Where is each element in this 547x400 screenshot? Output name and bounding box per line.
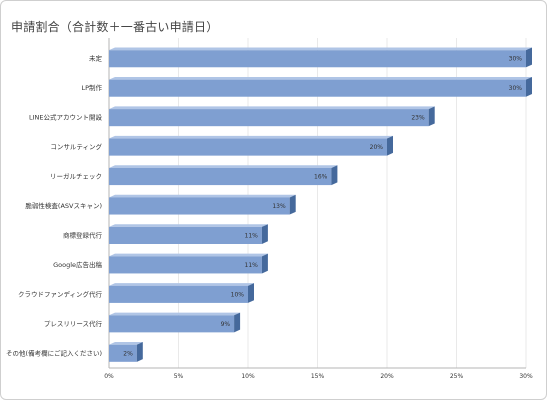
category-label: 商標登録代行 (63, 230, 103, 239)
bar (109, 194, 296, 215)
bars (109, 47, 532, 362)
category-label: Google広告出稿 (53, 260, 102, 269)
bar-front-face (109, 344, 137, 362)
bar-side-face (526, 47, 532, 68)
bar (109, 106, 435, 127)
bar-side-face (261, 253, 268, 274)
data-label: 11% (245, 232, 259, 239)
x-tick-label: 20% (380, 373, 394, 380)
category-label: 未定 (89, 54, 103, 63)
bar-front-face (109, 285, 248, 303)
category-label: コンサルティング (50, 142, 102, 151)
labels: 0% 5% 10% 15% 20% 25% 30% 30% 未定 30% LP制作 23% LINE公式… (6, 54, 533, 380)
bar-top-face (109, 224, 268, 227)
bar-top-face (109, 194, 296, 198)
x-tick-label: 0% (104, 373, 114, 380)
bar-top-face (109, 312, 241, 316)
category-label: クラウドファンディング代行 (18, 289, 103, 298)
bar-front-face (109, 197, 290, 215)
bar-front-face (109, 138, 387, 156)
bar-side-face (387, 135, 393, 156)
data-label: 30% (509, 85, 523, 92)
bar-top-face (109, 106, 435, 110)
bar-side-face (136, 342, 143, 362)
bar-front-face (109, 315, 235, 333)
category-label: その他(備考欄にご記入ください) (6, 348, 102, 357)
bar (109, 342, 143, 362)
category-label: 脆弱性検査(ASVスキャン) (25, 201, 102, 210)
bar-side-face (234, 312, 241, 333)
bar-front-face (109, 226, 262, 244)
bar-top-face (109, 283, 254, 286)
chart-title: 申請割合（合計数＋一番古い申請日） (11, 20, 219, 34)
data-label: 9% (221, 321, 231, 328)
category-label: LINE公式アカウント開設 (29, 113, 103, 122)
bar (109, 312, 241, 333)
bar (109, 253, 268, 274)
bar-front-face (109, 109, 429, 127)
bar (109, 283, 254, 303)
x-tick-label: 25% (450, 373, 464, 380)
data-label: 11% (245, 262, 259, 269)
data-label: 20% (370, 144, 384, 151)
bar-top-face (109, 253, 268, 257)
data-label: 13% (272, 203, 286, 210)
data-label: 30% (509, 56, 523, 63)
bar-top-face (109, 47, 532, 51)
bar (109, 47, 532, 68)
bar-side-face (428, 106, 435, 127)
x-tick-label: 30% (519, 373, 533, 380)
bar-side-face (331, 165, 338, 186)
data-label: 16% (314, 174, 328, 181)
bar-top-face (109, 135, 393, 139)
bar (109, 135, 393, 156)
bar (109, 165, 338, 186)
category-label: プレスリリース代行 (44, 319, 103, 328)
bar-side-face (289, 194, 296, 215)
bar-front-face (109, 79, 526, 97)
bar-side-face (261, 224, 268, 244)
data-label: 23% (411, 115, 425, 122)
bar-front-face (109, 50, 526, 68)
bar-top-face (109, 165, 338, 169)
data-label: 2% (123, 350, 133, 357)
category-label: LP制作 (81, 83, 102, 92)
bar-front-face (109, 168, 332, 186)
bar (109, 224, 268, 244)
x-tick-label: 10% (241, 373, 255, 380)
data-label: 10% (231, 291, 245, 298)
bar-front-face (109, 256, 262, 274)
bar-side-face (248, 283, 254, 303)
x-tick-label: 5% (174, 373, 184, 380)
bar-top-face (109, 342, 143, 345)
category-label: リーガルチェック (50, 172, 102, 181)
x-tick-label: 15% (311, 373, 325, 380)
bar-side-face (526, 76, 532, 97)
bar-top-face (109, 76, 532, 80)
bar (109, 76, 532, 97)
